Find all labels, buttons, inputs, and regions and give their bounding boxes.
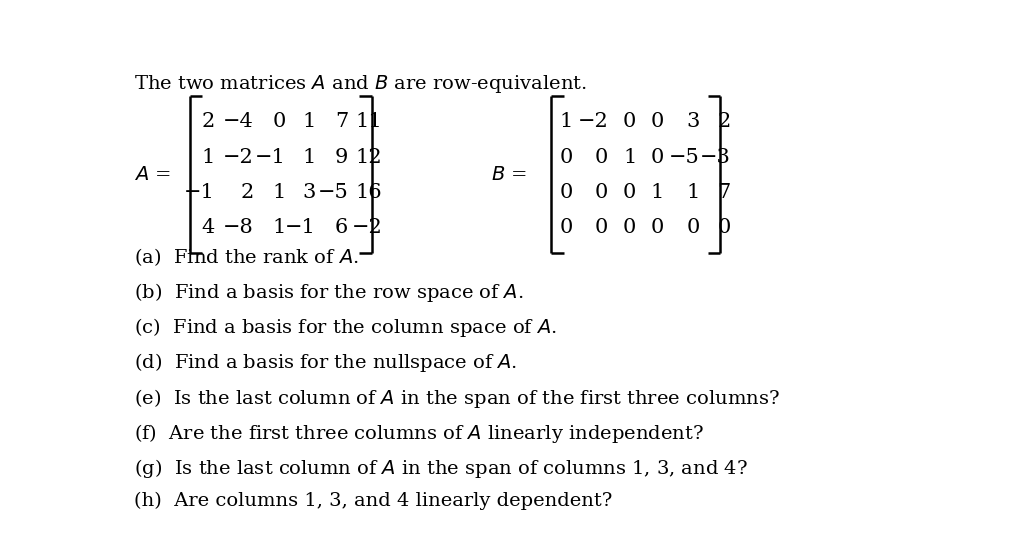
Text: 1: 1 <box>202 147 215 166</box>
Text: 0: 0 <box>595 218 608 237</box>
Text: 1: 1 <box>686 183 700 202</box>
Text: 11: 11 <box>355 112 382 131</box>
Text: 0: 0 <box>623 112 636 131</box>
Text: (e)  Is the last column of $\mathit{A}$ in the span of the first three columns?: (e) Is the last column of $\mathit{A}$ i… <box>134 387 780 410</box>
Text: 1: 1 <box>623 147 636 166</box>
Text: 0: 0 <box>623 183 636 202</box>
Text: −1: −1 <box>255 147 286 166</box>
Text: −2: −2 <box>351 218 382 237</box>
Text: 0: 0 <box>559 147 572 166</box>
Text: 0: 0 <box>559 183 572 202</box>
Text: 6: 6 <box>335 218 348 237</box>
Text: 0: 0 <box>651 147 665 166</box>
Text: −3: −3 <box>700 147 731 166</box>
Text: 0: 0 <box>595 183 608 202</box>
Text: 0: 0 <box>718 218 731 237</box>
Text: 2: 2 <box>202 112 215 131</box>
Text: −5: −5 <box>317 183 348 202</box>
Text: 0: 0 <box>595 147 608 166</box>
Text: 1: 1 <box>272 183 286 202</box>
Text: −1: −1 <box>285 218 315 237</box>
Text: −4: −4 <box>223 112 254 131</box>
Text: −2: −2 <box>578 112 608 131</box>
Text: −8: −8 <box>223 218 254 237</box>
Text: 0: 0 <box>651 218 665 237</box>
Text: −2: −2 <box>223 147 254 166</box>
Text: (b)  Find a basis for the row space of $\mathit{A}$.: (b) Find a basis for the row space of $\… <box>134 281 524 305</box>
Text: −5: −5 <box>670 147 700 166</box>
Text: $\mathit{B}$ =: $\mathit{B}$ = <box>490 166 526 184</box>
Text: 3: 3 <box>686 112 700 131</box>
Text: 0: 0 <box>651 112 665 131</box>
Text: 9: 9 <box>335 147 348 166</box>
Text: (c)  Find a basis for the column space of $\mathit{A}$.: (c) Find a basis for the column space of… <box>134 316 557 339</box>
Text: 1: 1 <box>272 218 286 237</box>
Text: 2: 2 <box>241 183 254 202</box>
Text: The two matrices $\mathit{A}$ and $\mathit{B}$ are row-equivalent.: The two matrices $\mathit{A}$ and $\math… <box>134 73 587 95</box>
Text: 7: 7 <box>335 112 348 131</box>
Text: 7: 7 <box>718 183 731 202</box>
Text: 1: 1 <box>651 183 665 202</box>
Text: 12: 12 <box>355 147 382 166</box>
Text: 0: 0 <box>559 218 572 237</box>
Text: 3: 3 <box>302 183 315 202</box>
Text: 4: 4 <box>202 218 215 237</box>
Text: 0: 0 <box>686 218 700 237</box>
Text: 0: 0 <box>623 218 636 237</box>
Text: 1: 1 <box>302 112 315 131</box>
Text: (h)  Are columns 1, 3, and 4 linearly dependent?: (h) Are columns 1, 3, and 4 linearly dep… <box>134 492 612 510</box>
Text: 2: 2 <box>718 112 731 131</box>
Text: (g)  Is the last column of $\mathit{A}$ in the span of columns 1, 3, and 4?: (g) Is the last column of $\mathit{A}$ i… <box>134 456 748 479</box>
Text: 0: 0 <box>272 112 286 131</box>
Text: 16: 16 <box>355 183 382 202</box>
Text: 1: 1 <box>559 112 572 131</box>
Text: 1: 1 <box>302 147 315 166</box>
Text: (f)  Are the first three columns of $\mathit{A}$ linearly independent?: (f) Are the first three columns of $\mat… <box>134 421 703 445</box>
Text: −1: −1 <box>184 183 215 202</box>
Text: (d)  Find a basis for the nullspace of $\mathit{A}$.: (d) Find a basis for the nullspace of $\… <box>134 352 517 374</box>
Text: $\mathit{A}$ =: $\mathit{A}$ = <box>134 166 171 184</box>
Text: (a)  Find the rank of $\mathit{A}$.: (a) Find the rank of $\mathit{A}$. <box>134 247 359 268</box>
